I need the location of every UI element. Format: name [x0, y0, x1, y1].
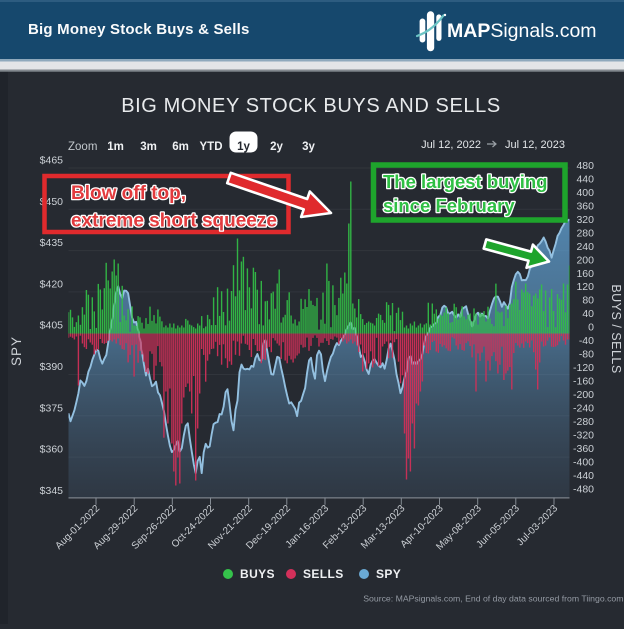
svg-text:Big Money Stock Buys & Sells: Big Money Stock Buys & Sells [28, 21, 250, 38]
svg-text:1m: 1m [107, 141, 124, 153]
svg-text:extreme short squeeze: extreme short squeeze [71, 211, 277, 232]
svg-text:440: 440 [576, 173, 594, 185]
svg-text:160: 160 [576, 268, 594, 280]
svg-text:$360: $360 [40, 444, 64, 456]
svg-text:-360: -360 [573, 443, 594, 455]
svg-text:BIG MONEY STOCK BUYS AND SELLS: BIG MONEY STOCK BUYS AND SELLS [121, 95, 501, 117]
svg-text:$465: $465 [40, 155, 64, 167]
svg-text:280: 280 [576, 227, 594, 239]
svg-text:3m: 3m [140, 141, 157, 153]
svg-text:6m: 6m [172, 141, 189, 153]
svg-text:Source: MAPsignals.com, End of: Source: MAPsignals.com, End of day data … [363, 594, 623, 604]
svg-text:360: 360 [576, 200, 594, 212]
svg-text:BUYS: BUYS [240, 567, 275, 581]
svg-text:$420: $420 [40, 278, 64, 290]
svg-text:1y: 1y [237, 141, 250, 153]
svg-text:-320: -320 [573, 430, 594, 442]
svg-text:$345: $345 [40, 485, 64, 497]
svg-text:-120: -120 [573, 362, 594, 374]
svg-text:Jul 12, 2023: Jul 12, 2023 [505, 139, 565, 151]
svg-text:120: 120 [576, 281, 594, 293]
svg-text:The largest buying: The largest buying [383, 171, 547, 192]
svg-text:SELLS: SELLS [303, 567, 344, 581]
svg-text:$375: $375 [40, 402, 64, 414]
svg-text:320: 320 [576, 214, 594, 226]
svg-text:SPY: SPY [376, 567, 401, 581]
svg-text:$405: $405 [40, 320, 64, 332]
svg-text:-440: -440 [573, 470, 594, 482]
svg-text:$390: $390 [40, 361, 64, 373]
svg-text:-480: -480 [573, 484, 594, 496]
svg-text:YTD: YTD [200, 141, 223, 153]
svg-text:480: 480 [576, 160, 594, 172]
svg-text:-160: -160 [573, 376, 594, 388]
svg-text:Jul 12, 2022: Jul 12, 2022 [421, 139, 481, 151]
svg-text:200: 200 [576, 254, 594, 266]
svg-text:-40: -40 [579, 335, 594, 347]
svg-text:-80: -80 [579, 349, 594, 361]
svg-text:SPY: SPY [9, 336, 24, 366]
svg-text:40: 40 [582, 308, 594, 320]
svg-text:-280: -280 [573, 416, 594, 428]
svg-text:Zoom: Zoom [68, 141, 97, 153]
svg-text:3y: 3y [302, 141, 315, 153]
svg-text:80: 80 [582, 295, 594, 307]
svg-text:400: 400 [576, 187, 594, 199]
svg-text:MAPSignals.com: MAPSignals.com [447, 20, 597, 42]
svg-text:-200: -200 [573, 389, 594, 401]
svg-text:since February: since February [383, 195, 515, 216]
svg-text:-240: -240 [573, 403, 594, 415]
svg-text:240: 240 [576, 241, 594, 253]
svg-text:BUYS / SELLS: BUYS / SELLS [609, 284, 623, 373]
svg-text:-400: -400 [573, 457, 594, 469]
svg-text:2y: 2y [270, 141, 283, 153]
svg-text:Blow off top,: Blow off top, [71, 183, 186, 204]
svg-text:0: 0 [588, 322, 594, 334]
svg-text:$435: $435 [40, 237, 64, 249]
